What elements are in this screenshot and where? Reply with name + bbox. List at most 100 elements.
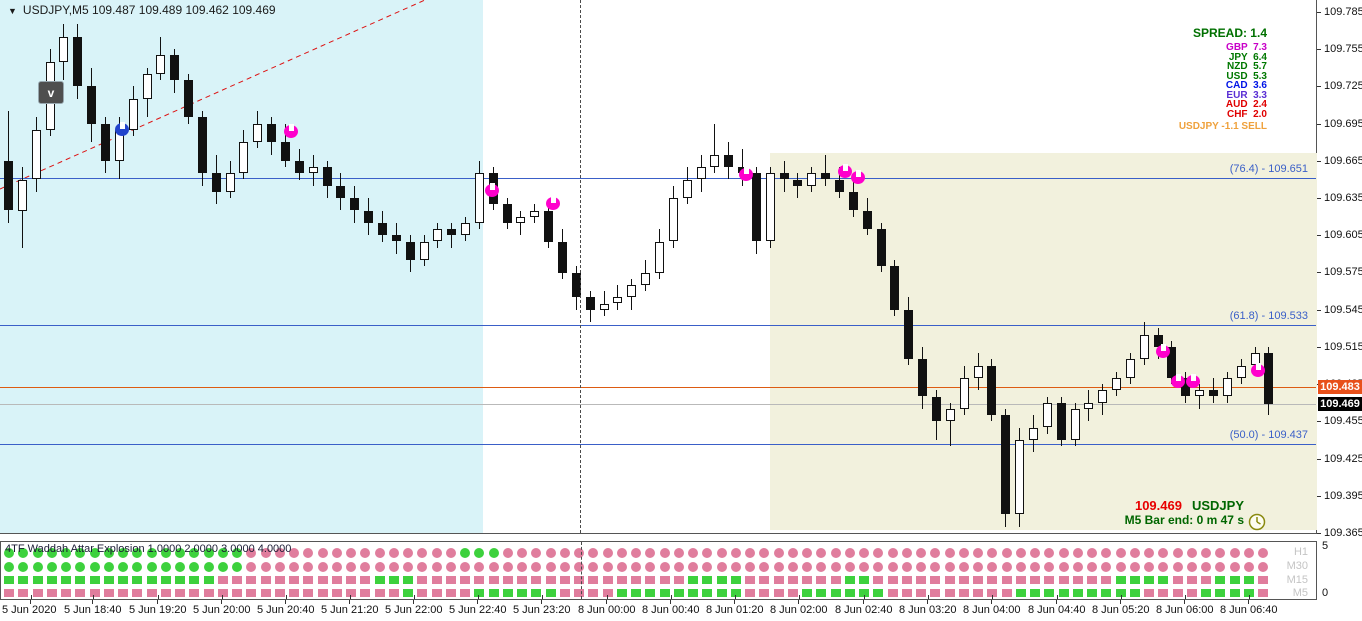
time-tick (670, 600, 671, 604)
v-button[interactable]: v (38, 81, 64, 104)
indicator-dot-m5 (859, 589, 869, 597)
price-tick (1317, 272, 1321, 273)
indicator-time-tick (93, 595, 94, 599)
time-label: 5 Jun 18:40 (64, 604, 122, 616)
candlestick (973, 365, 983, 378)
indicator-dot-h1 (702, 548, 713, 558)
indicator-dot-m30 (887, 562, 898, 572)
indicator-time-tick (992, 595, 993, 599)
indicator-dot-m30 (745, 562, 755, 572)
chart-dropdown-icon[interactable]: ▼ (8, 6, 17, 16)
indicator-dot-m5 (1172, 589, 1183, 597)
candlestick (516, 216, 526, 223)
period-separator-dashed-line (580, 0, 581, 533)
indicator-dot-m5 (673, 589, 684, 597)
indicator-dot-h1 (559, 548, 570, 558)
indicator-dot-m30 (32, 562, 43, 572)
candlestick (1015, 440, 1024, 515)
indicator-dot-m5 (958, 589, 969, 597)
chart-canvas[interactable]: (76.4) - 109.651 (61.8) - 109.533 (50.0) -… (0, 0, 1317, 534)
candlestick (142, 74, 152, 99)
indicator-dot-m15 (317, 576, 328, 584)
indicator-dot-h1 (517, 548, 527, 558)
time-label: 8 Jun 02:40 (835, 604, 893, 616)
indicator-dot-m5 (374, 589, 385, 597)
indicator-dot-h1 (303, 548, 314, 558)
indicator-dot-m15 (189, 576, 200, 584)
indicator-dot-m30 (531, 562, 542, 572)
price-tick-label: 109.575 (1324, 266, 1362, 278)
time-axis[interactable]: 5 Jun 2020 5 Jun 18:40 5 Jun 19:20 5 Jun 20… (0, 600, 1362, 621)
indicator-dot-m30 (417, 562, 428, 572)
indicator-dot-m5 (773, 589, 784, 597)
indicator-dot-m5 (274, 589, 285, 597)
candlestick (281, 142, 290, 161)
candlestick (987, 365, 997, 416)
time-tick (221, 600, 222, 604)
candlestick (1195, 390, 1205, 397)
indicator-dot-m30 (474, 562, 485, 572)
price-tick (1317, 421, 1321, 422)
indicator-dot-h1 (1243, 548, 1254, 558)
indicator-dot-m30 (274, 562, 285, 572)
price-tick-label: 109.515 (1324, 341, 1362, 353)
indicator-dot-m5 (702, 589, 713, 597)
indicator-dot-m30 (460, 562, 470, 572)
time-label: 8 Jun 06:40 (1220, 604, 1278, 616)
time-label: 5 Jun 20:00 (193, 604, 251, 616)
candlestick (848, 191, 858, 211)
indicator-time-tick (222, 595, 223, 599)
fib-line-1 (0, 325, 1316, 326)
indicator-dot-m15 (545, 576, 556, 584)
indicator-dot-m5 (346, 589, 356, 597)
time-tick (30, 600, 31, 604)
indicator-dot-m5 (616, 589, 627, 597)
sell-signal-icon (485, 183, 499, 197)
indicator-dot-h1 (103, 548, 114, 558)
indicator-dot-m30 (502, 562, 513, 572)
indicator-dot-h1 (403, 548, 413, 558)
indicator-dot-m30 (488, 562, 499, 572)
indicator-dot-h1 (189, 548, 200, 558)
indicator-dot-m30 (631, 562, 641, 572)
time-tick (541, 600, 542, 604)
indicator-dot-m30 (645, 562, 656, 572)
candlestick (1139, 334, 1149, 360)
indicator-dot-m5 (1129, 589, 1140, 597)
indicator-dot-h1 (346, 548, 356, 558)
indicator-dot-m5 (217, 589, 228, 597)
indicator-dot-m15 (1201, 576, 1211, 584)
candlestick (405, 241, 415, 261)
time-label: 5 Jun 22:40 (449, 604, 507, 616)
indicator-dot-h1 (118, 548, 128, 558)
price-tick (1317, 12, 1321, 13)
indicator-dot-m30 (1129, 562, 1140, 572)
indicator-panel[interactable]: 4TF Waddah Attar Explosion 1.0000 2.0000… (0, 541, 1317, 600)
current-price-line (0, 404, 1316, 405)
candlestick (308, 167, 318, 174)
clock-icon (1248, 513, 1266, 531)
price-axis[interactable]: 109.785 109.755 109.725 109.695 109.665 109.6… (1317, 0, 1362, 539)
indicator-dot-m5 (360, 589, 371, 597)
indicator-scale-max: 5 (1322, 540, 1329, 552)
indicator-dot-h1 (930, 548, 941, 558)
indicator-dot-m5 (830, 589, 841, 597)
strength-row-cad: CAD 3.6 (1225, 80, 1267, 91)
indicator-dot-m5 (1101, 589, 1112, 597)
candlestick (544, 210, 554, 242)
candlestick (1084, 402, 1094, 409)
candlestick (682, 179, 692, 199)
indicator-dot-m30 (844, 562, 855, 572)
candlestick (876, 229, 886, 267)
indicator-dot-m15 (844, 576, 855, 584)
indicator-dot-m15 (1186, 576, 1197, 584)
indicator-dot-m15 (61, 576, 71, 584)
candlestick (391, 235, 401, 242)
indicator-time-tick (864, 595, 865, 599)
indicator-dot-h1 (431, 548, 442, 558)
time-tick (1248, 600, 1249, 604)
indicator-dot-m5 (916, 589, 926, 597)
time-label: 5 Jun 22:00 (385, 604, 443, 616)
candlestick (1125, 359, 1135, 378)
indicator-dot-m15 (887, 576, 898, 584)
